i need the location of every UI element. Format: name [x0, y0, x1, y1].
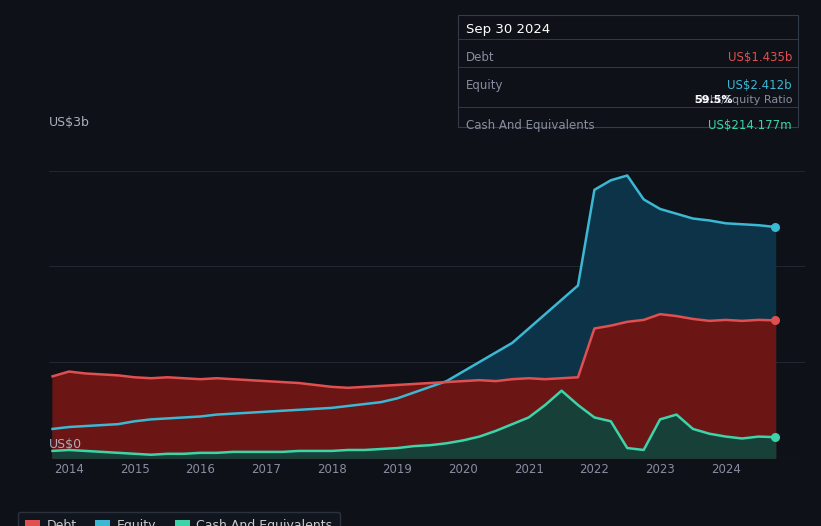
Text: Sep 30 2024: Sep 30 2024: [466, 23, 550, 36]
Point: [768, 316, 782, 325]
Text: US$0: US$0: [49, 438, 82, 451]
Text: US$1.435b: US$1.435b: [727, 51, 792, 64]
Text: Debt/Equity Ratio: Debt/Equity Ratio: [690, 95, 792, 105]
Text: US$214.177m: US$214.177m: [709, 119, 792, 132]
Text: 59.5%: 59.5%: [695, 95, 733, 105]
Text: US$2.412b: US$2.412b: [727, 79, 792, 92]
Text: Equity: Equity: [466, 79, 503, 92]
Point: [768, 222, 782, 231]
Text: US$3b: US$3b: [49, 116, 90, 129]
Text: Debt: Debt: [466, 51, 494, 64]
Point: [768, 433, 782, 441]
Legend: Debt, Equity, Cash And Equivalents: Debt, Equity, Cash And Equivalents: [18, 512, 340, 526]
Text: Cash And Equivalents: Cash And Equivalents: [466, 119, 594, 132]
